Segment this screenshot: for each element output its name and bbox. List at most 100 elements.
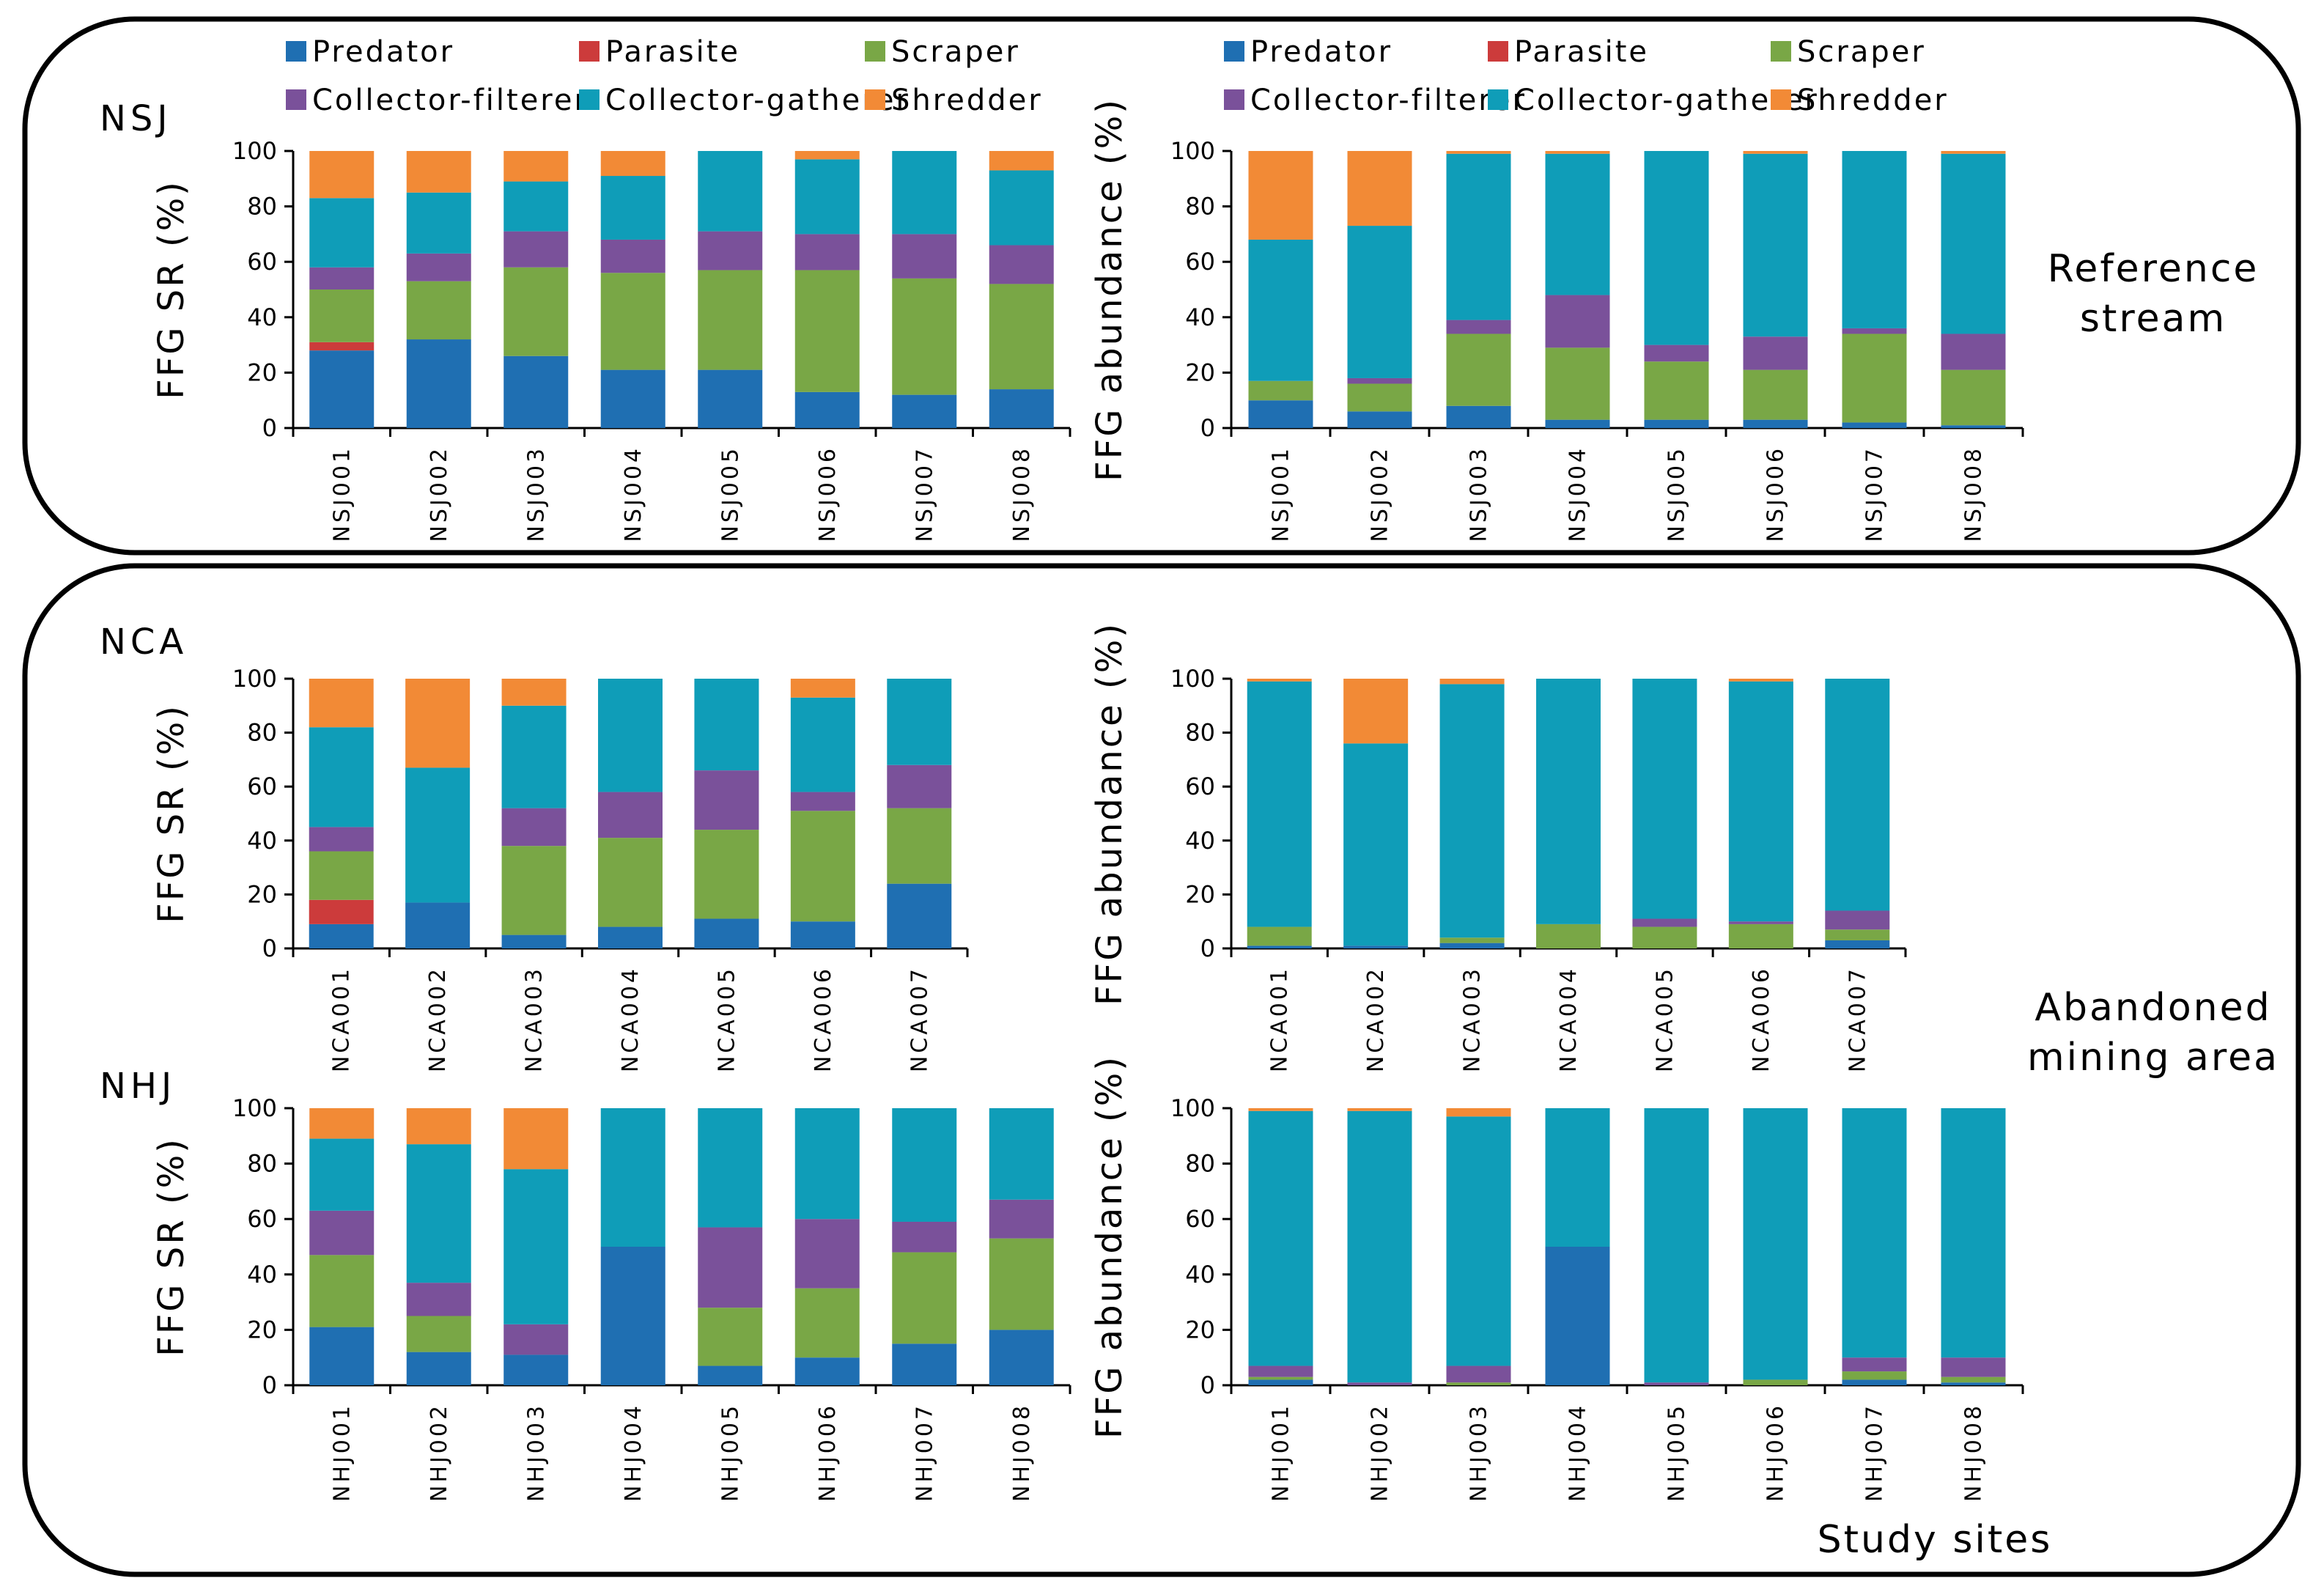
bar-segment-scraper-nca005 [1632,926,1697,948]
bar-segment-scraper-nsj007 [1842,333,1907,423]
bar-segment-collector-gatherer-nsj001 [1248,239,1313,381]
bar-segment-predator-nsj006 [1743,419,1808,428]
bar-segment-collector-filterer-nhj002 [406,1283,471,1316]
x-category-label-nsj005: NSJ005 [718,446,743,542]
bar-segment-collector-gatherer-nca007 [887,679,952,765]
legend-right: Predator Parasite Scraper Collector-filtere… [1224,35,1947,117]
bar-segment-shredder-nca001 [1247,679,1312,682]
bar-segment-collector-gatherer-nca006 [790,697,855,792]
bar-segment-predator-nhj006 [794,1357,860,1385]
bar-segment-shredder-nca003 [1439,679,1505,685]
y-tick-label: 80 [247,193,277,221]
bar-segment-shredder-nsj002 [406,151,471,193]
bar-segment-scraper-nca001 [1247,926,1312,946]
bar-segment-collector-gatherer-nhj008 [989,1108,1054,1200]
x-category-label-nsj002: NSJ002 [427,446,452,542]
bar-segment-collector-filterer-nhj001 [1248,1365,1313,1377]
y-tick-label: 100 [232,137,277,165]
bar-segment-collector-filterer-nsj007 [892,234,957,279]
legend-swatch-collector-filterer [286,89,306,110]
y-tick-label: 40 [1185,303,1215,331]
bar-segment-predator-nsj002 [406,339,471,428]
bar-segment-shredder-nsj001 [1248,151,1313,240]
bar-segment-shredder-nca002 [1343,679,1409,744]
reference-stream-label-line2: stream [2080,297,2227,341]
charts-container: 0 20 40 60 80 100 FFG SR (%) NSJ001 NSJ002 NSJ003… [151,97,2024,1502]
x-category-label-nca005: NCA005 [1652,966,1678,1072]
bar-segment-collector-gatherer-nsj008 [1941,153,2006,334]
bar-segment-predator-nsj007 [892,394,957,428]
x-category-label-nsj002: NSJ002 [1368,446,1393,542]
reference-stream-label-line1: Reference [2048,247,2260,291]
x-category-label-nhj003: NHJ003 [523,1403,549,1502]
legend-label-scraper: Scraper [891,35,1020,69]
chart-nsj-sr: 0 20 40 60 80 100 FFG SR (%) NSJ001 NSJ002 NSJ003… [151,137,1071,542]
y-tick-label: 80 [1185,193,1215,221]
bar-segment-collector-gatherer-nsj002 [1347,226,1412,378]
bar-segment-collector-filterer-nsj006 [1743,336,1808,370]
bar-segment-scraper-nca001 [309,851,374,900]
bar-segment-parasite-nsj001 [309,342,375,351]
bar-segment-scraper-nca006 [790,811,855,922]
x-category-label-nhj008: NHJ008 [1961,1403,1987,1502]
bar-segment-predator-nca001 [1247,945,1312,948]
x-category-label-nhj002: NHJ002 [1368,1403,1393,1502]
x-category-label-nsj006: NSJ006 [815,446,841,542]
reference-panel-frame [22,16,2301,556]
bar-segment-collector-gatherer-nhj007 [892,1108,957,1222]
bar-segment-collector-gatherer-nsj001 [309,198,375,268]
bar-segment-predator-nca002 [405,902,471,948]
legend-label-collector-gatherer: Collector-gatherer [605,84,910,117]
bar-segment-collector-gatherer-nca003 [501,705,567,808]
bar-segment-collector-filterer-nsj008 [989,245,1054,284]
legend-swatch-scraper [1771,41,1791,62]
bar-segment-scraper-nhj008 [1941,1376,2006,1383]
bar-segment-predator-nsj002 [1347,411,1412,428]
legend-swatch-collector-filterer [1224,89,1244,110]
bar-segment-collector-gatherer-nca005 [694,679,759,771]
bar-segment-scraper-nhj006 [1743,1379,1808,1385]
bar-segment-scraper-nsj007 [892,278,957,395]
y-tick-label: 0 [1200,934,1215,962]
bar-segment-scraper-nsj004 [1545,347,1610,420]
legend-swatch-predator [286,41,306,62]
x-category-label-nca007: NCA007 [1845,966,1870,1072]
y-tick-label: 40 [1185,827,1215,855]
legend-swatch-parasite [579,41,600,62]
bar-segment-collector-gatherer-nca001 [309,727,374,827]
bar-segment-scraper-nca006 [1728,923,1793,948]
bar-segment-shredder-nhj002 [406,1108,471,1145]
x-category-label-nhj001: NHJ001 [329,1403,355,1502]
bar-segment-shredder-nhj001 [309,1108,375,1139]
bar-segment-scraper-nsj001 [1248,380,1313,401]
y-tick-label: 80 [1185,1150,1215,1178]
abandoned-panel-frame [22,563,2301,1577]
bar-segment-collector-gatherer-nhj005 [698,1108,763,1228]
bar-segment-collector-gatherer-nca002 [405,767,471,903]
y-tick-label: 100 [232,665,277,693]
legend-label-parasite: Parasite [1514,35,1649,69]
bar-segment-scraper-nhj005 [698,1308,763,1366]
abandoned-mining-label-line1: Abandoned [2035,986,2271,1030]
x-category-label-nca006: NCA006 [811,966,836,1072]
legend-swatch-parasite [1488,41,1508,62]
bar-segment-scraper-nca004 [598,838,663,927]
bar-segment-shredder-nca002 [405,679,471,768]
y-axis-title: FFG SR (%) [151,704,192,923]
y-tick-label: 20 [1185,1316,1215,1343]
x-category-label-nsj003: NSJ003 [523,446,549,542]
x-category-label-nhj008: NHJ008 [1009,1403,1035,1502]
x-category-label-nsj008: NSJ008 [1961,446,1987,542]
bar-segment-collector-filterer-nsj005 [698,231,763,270]
bar-segment-predator-nca004 [598,926,663,948]
bar-segment-collector-filterer-nca007 [887,764,952,808]
bar-segment-predator-nhj004 [600,1247,665,1385]
y-tick-label: 60 [1185,773,1215,800]
legend-swatch-scraper [865,41,885,62]
bar-segment-collector-gatherer-nca001 [1247,681,1312,927]
x-category-label-nhj004: NHJ004 [621,1403,646,1502]
y-tick-label: 0 [1200,1371,1215,1399]
bar-segment-predator-nhj002 [406,1352,471,1385]
bar-segment-predator-nhj007 [892,1343,957,1385]
x-category-label-nhj005: NHJ005 [1664,1403,1690,1502]
